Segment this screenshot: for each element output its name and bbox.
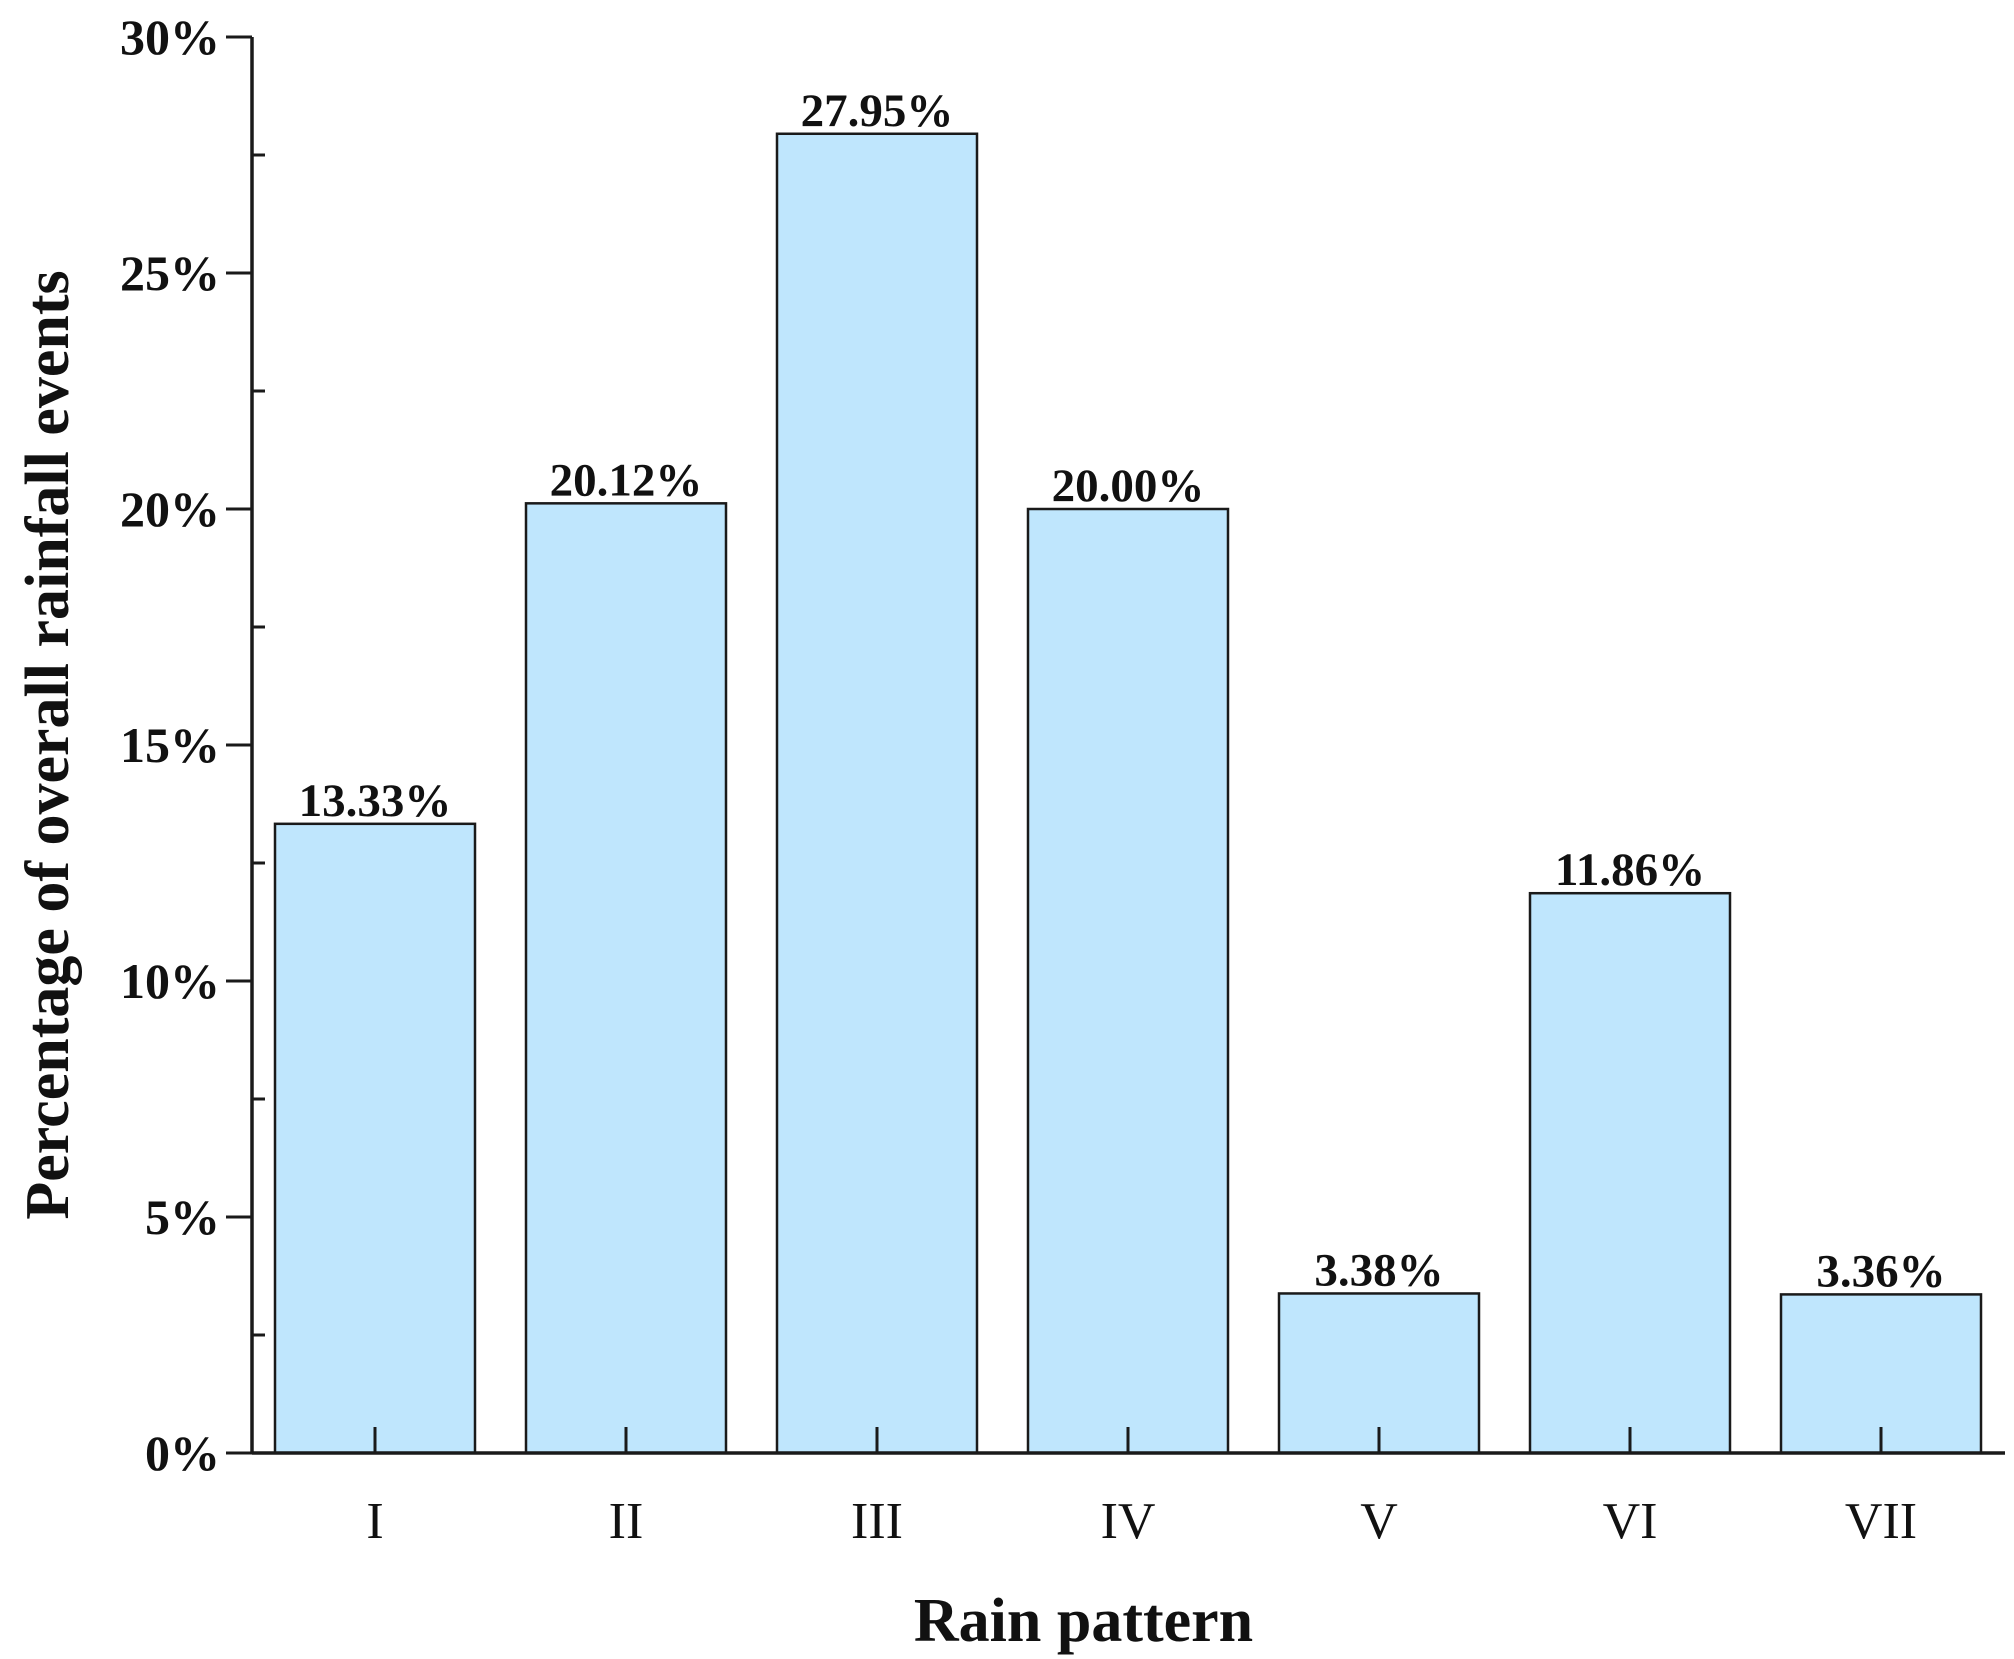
value-label-VI: 11.86% — [1555, 844, 1705, 896]
y-tick-label: 15% — [120, 717, 220, 773]
x-tick-label-VII: VII — [1845, 1493, 1917, 1550]
bar-I — [273, 822, 477, 1455]
bar-IV — [1026, 507, 1230, 1455]
y-tick-label: 30% — [120, 9, 220, 65]
value-label-V: 3.38% — [1314, 1244, 1443, 1296]
x-tick-label-III: III — [851, 1493, 903, 1550]
y-axis-title: Percentage of overall rainfall events — [14, 270, 82, 1219]
y-tick-label: 5% — [145, 1189, 220, 1245]
bar-V — [1277, 1292, 1481, 1455]
value-label-II: 20.12% — [550, 454, 703, 506]
bar-VII — [1779, 1293, 1983, 1455]
y-tick-label: 0% — [145, 1425, 220, 1481]
bars-layer — [273, 132, 1983, 1455]
value-label-VII: 3.36% — [1816, 1245, 1945, 1297]
x-tick-label-II: II — [609, 1493, 644, 1550]
x-tick-label-IV: IV — [1101, 1493, 1156, 1550]
y-tick-label: 25% — [120, 245, 220, 301]
bar-VI — [1528, 891, 1732, 1455]
value-labels: 13.33% 20.12% 27.95% 20.00% 3.38% 11.86% 3.36% — [299, 85, 1946, 1298]
x-tick-label-VI: VI — [1603, 1493, 1658, 1550]
y-ticks: 0% 5% 10% 15% 20% 25% 30% — [120, 9, 265, 1481]
value-label-I: 13.33% — [299, 775, 452, 827]
x-tick-label-V: V — [1360, 1493, 1398, 1550]
x-tick-label-I: I — [366, 1493, 383, 1550]
x-axis-title: Rain pattern — [914, 1587, 1253, 1655]
value-label-III: 27.95% — [801, 85, 954, 137]
x-ticks: I II III IV V VI VII — [366, 1427, 1917, 1550]
y-tick-label: 20% — [120, 481, 220, 537]
bar-III — [775, 132, 979, 1455]
y-tick-label: 10% — [120, 953, 220, 1009]
bar-II — [524, 502, 728, 1455]
value-label-IV: 20.00% — [1052, 460, 1205, 512]
